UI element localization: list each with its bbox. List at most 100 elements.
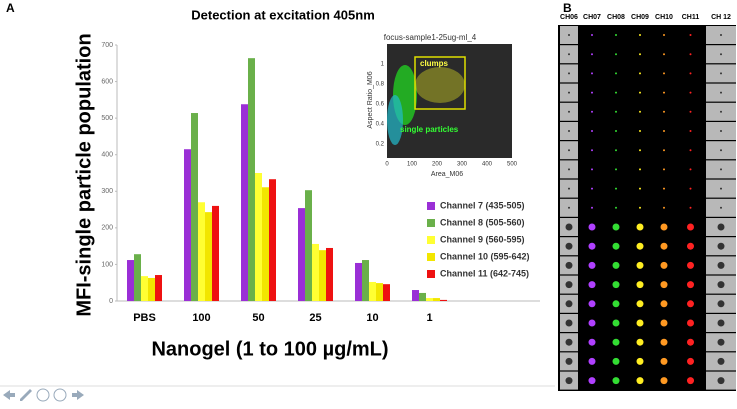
cell-object bbox=[565, 319, 573, 327]
cell-object bbox=[636, 223, 644, 231]
inset-x-tick: 200 bbox=[432, 162, 443, 168]
cell-object bbox=[591, 206, 593, 209]
cell-object bbox=[689, 91, 692, 94]
cell-object bbox=[636, 377, 644, 385]
cell-object bbox=[591, 34, 593, 36]
bar bbox=[262, 187, 269, 301]
bar bbox=[148, 277, 155, 301]
cell-object bbox=[615, 53, 617, 56]
cell-object bbox=[591, 53, 593, 56]
x-tick-label: 50 bbox=[252, 312, 264, 324]
toolbar[interactable] bbox=[3, 388, 84, 402]
cell-object bbox=[588, 357, 596, 365]
next-button[interactable] bbox=[72, 390, 84, 400]
cell-object bbox=[689, 187, 692, 190]
cell-object bbox=[687, 223, 694, 231]
cell-object bbox=[720, 130, 722, 132]
cell-object bbox=[687, 281, 694, 289]
cell-object bbox=[636, 319, 644, 327]
cell-object bbox=[687, 261, 694, 269]
cell-object bbox=[663, 110, 665, 113]
bar bbox=[362, 260, 369, 301]
bar bbox=[412, 290, 419, 301]
cell-object bbox=[615, 91, 617, 94]
cell-object bbox=[689, 206, 692, 209]
bar bbox=[127, 260, 134, 301]
cell-object bbox=[565, 377, 573, 385]
cell-object bbox=[689, 110, 692, 113]
cell-object bbox=[591, 187, 593, 190]
cell-object bbox=[663, 206, 665, 209]
inset-x-tick: 500 bbox=[507, 162, 518, 168]
cell-object bbox=[568, 168, 570, 171]
y-tick-label: 0 bbox=[109, 298, 113, 305]
cell-object bbox=[588, 300, 596, 308]
y-tick-label: 100 bbox=[101, 261, 113, 268]
prev-button[interactable] bbox=[3, 390, 15, 400]
bar bbox=[312, 243, 319, 301]
cell-object bbox=[660, 377, 668, 385]
cell-object bbox=[615, 72, 617, 75]
bar bbox=[319, 250, 326, 301]
cell-object bbox=[565, 281, 573, 289]
inset-gate bbox=[414, 56, 466, 110]
cell-object bbox=[568, 110, 570, 113]
x-tick-label: PBS bbox=[133, 312, 156, 324]
cell-object bbox=[720, 53, 722, 56]
bar bbox=[205, 212, 212, 301]
cell-object bbox=[720, 149, 722, 152]
cell-object bbox=[612, 242, 620, 250]
cell-object bbox=[663, 130, 665, 132]
pen-button[interactable] bbox=[20, 389, 32, 401]
cell-object bbox=[612, 319, 620, 327]
cell-object bbox=[588, 261, 596, 269]
cell-object bbox=[591, 91, 593, 94]
panel-label: A bbox=[6, 1, 15, 15]
cell-object bbox=[565, 223, 573, 231]
cell-object bbox=[588, 281, 596, 289]
inset-y-label: Aspect Ratio_M06 bbox=[367, 71, 374, 128]
cell-object bbox=[568, 34, 570, 36]
bar bbox=[198, 202, 205, 301]
legend-swatch bbox=[427, 253, 435, 261]
bar bbox=[191, 113, 198, 301]
cell-object bbox=[612, 377, 620, 385]
y-tick-label: 600 bbox=[101, 78, 113, 85]
cell-object bbox=[591, 168, 593, 171]
legend-label: Channel 10 (595-642) bbox=[440, 251, 530, 261]
cell-object bbox=[612, 338, 620, 346]
inset: focus-sample1-25ug-ml_4 clumps single pa… bbox=[367, 33, 512, 178]
cell-object bbox=[568, 149, 570, 152]
y-tick-label: 300 bbox=[101, 188, 113, 195]
cell-object bbox=[720, 72, 722, 75]
cell-object bbox=[588, 338, 596, 346]
cell-object bbox=[591, 110, 593, 113]
cell-object bbox=[588, 223, 596, 231]
y-tick-label: 200 bbox=[101, 225, 113, 232]
x-tick-label: 100 bbox=[192, 312, 210, 324]
cell-object bbox=[689, 130, 692, 132]
cell-object bbox=[615, 206, 617, 209]
legend-label: Channel 9 (560-595) bbox=[440, 234, 525, 244]
legend-swatch bbox=[427, 219, 435, 227]
cell-object bbox=[588, 319, 596, 327]
cell-object bbox=[663, 149, 665, 152]
zoom-button[interactable] bbox=[36, 388, 50, 402]
menu-button[interactable] bbox=[53, 388, 67, 402]
cell-object bbox=[689, 34, 692, 36]
cell-object bbox=[660, 242, 668, 250]
bar bbox=[298, 208, 305, 301]
column-header: CH07 bbox=[583, 14, 601, 21]
cell-object bbox=[565, 338, 573, 346]
legend-swatch bbox=[427, 202, 435, 210]
cell-object bbox=[615, 149, 617, 152]
cell-object bbox=[639, 149, 641, 152]
cell-object bbox=[663, 187, 665, 190]
cell-object bbox=[612, 357, 620, 365]
cell-object bbox=[612, 281, 620, 289]
column-header: CH08 bbox=[607, 14, 625, 21]
legend-label: Channel 8 (505-560) bbox=[440, 217, 525, 227]
cell-object bbox=[612, 261, 620, 269]
cell-object bbox=[639, 168, 641, 171]
cell-object bbox=[663, 34, 665, 36]
